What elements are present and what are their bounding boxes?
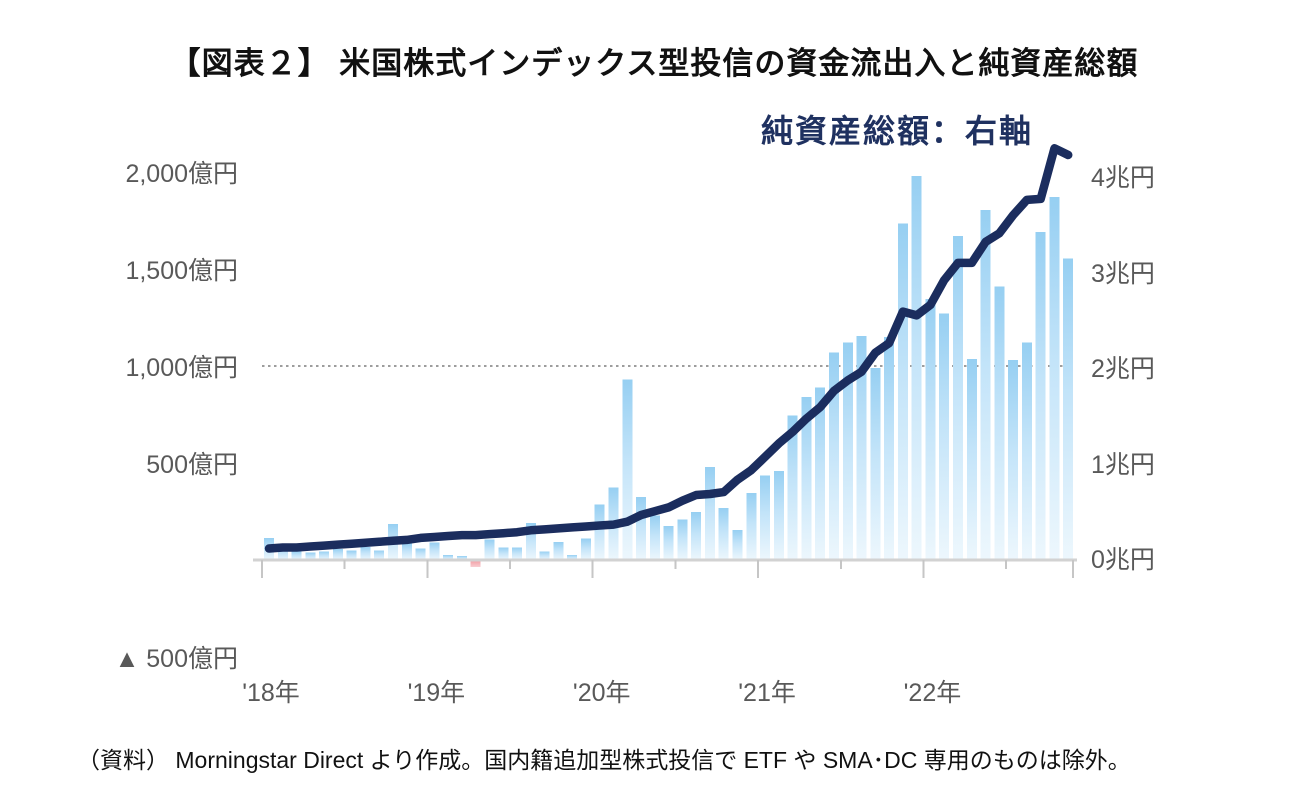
flow-bar <box>773 470 784 560</box>
flow-bar <box>429 542 440 560</box>
flow-bar <box>649 515 660 560</box>
flow-bar <box>305 552 316 560</box>
flow-bar <box>319 551 330 560</box>
flow-bars-series <box>264 175 1074 567</box>
flow-bar <box>553 542 564 560</box>
source-note: （資料） Morningstar Direct より作成。国内籍追加型株式投信で… <box>77 747 1131 773</box>
flow-bar <box>677 519 688 560</box>
chart-title: 【図表２】 米国株式インデックス型投信の資金流出入と純資産総額 <box>169 46 1139 81</box>
y-left-tick-label: 500億円 <box>146 451 238 479</box>
flow-bar <box>897 223 908 560</box>
flow-bar <box>1049 197 1060 560</box>
flow-bar <box>911 175 922 560</box>
flow-bar <box>939 313 950 560</box>
x-year-label: '20年 <box>572 679 631 707</box>
y-right-tick-label: 1兆円 <box>1091 450 1155 479</box>
flow-bar <box>291 551 302 560</box>
flow-bar <box>842 342 853 560</box>
flow-bar <box>856 335 867 560</box>
flow-bar <box>1021 342 1032 560</box>
flow-bar <box>801 397 812 560</box>
flow-bar <box>594 504 605 560</box>
flow-bar <box>815 387 826 560</box>
flow-bar <box>746 493 757 560</box>
flow-bar <box>525 523 536 560</box>
flow-bar <box>539 551 550 560</box>
x-year-label: '18年 <box>242 679 300 707</box>
flow-bar <box>332 548 343 560</box>
flow-bar <box>374 550 385 560</box>
flow-bar <box>443 555 454 560</box>
flow-bar <box>787 415 798 560</box>
flow-bar <box>456 556 467 560</box>
flow-bar <box>925 299 936 560</box>
flow-bar <box>360 546 371 560</box>
flow-bar <box>884 336 895 560</box>
flow-bar <box>622 379 633 560</box>
x-year-label: '19年 <box>407 679 466 707</box>
flow-bar <box>828 352 839 560</box>
flow-bar <box>691 512 702 560</box>
left-axis-labels: 2,000億円 1,500億円 1,000億円 500億円 ▲ 500億円 <box>0 0 238 811</box>
flow-bar <box>401 543 412 560</box>
x-year-label: '21年 <box>738 679 796 707</box>
flow-bar <box>580 538 591 560</box>
flow-bar <box>980 209 991 560</box>
flow-bar <box>718 508 729 560</box>
y-left-tick-label: 2,000億円 <box>125 160 238 188</box>
flow-bar <box>277 547 288 560</box>
flow-bar <box>346 550 357 560</box>
x-axis-baseline-and-ticks <box>253 558 1077 578</box>
flow-bar <box>484 539 495 560</box>
flow-bar <box>870 367 881 560</box>
flow-bar <box>966 359 977 560</box>
y-left-tick-label: 1,000億円 <box>125 354 238 382</box>
flow-bar <box>567 554 578 560</box>
flow-bar <box>732 529 743 560</box>
flow-bar <box>512 547 523 560</box>
y-right-tick-label: 2兆円 <box>1091 355 1155 383</box>
flow-bar <box>760 475 771 560</box>
flow-bar <box>415 548 426 560</box>
net-assets-legend-annotation: 純資産総額：右軸 <box>761 113 1034 149</box>
net-assets-line-series <box>264 144 1073 553</box>
flow-bar <box>1035 232 1046 560</box>
flow-bar <box>1063 258 1074 560</box>
y-left-tick-label: 1,500億円 <box>125 257 238 285</box>
net-assets-line <box>264 144 1073 553</box>
y-right-tick-label: 0兆円 <box>1091 546 1155 574</box>
flow-bar <box>953 236 963 560</box>
x-year-label: '22年 <box>903 679 962 707</box>
flow-bar <box>636 496 647 560</box>
y-right-tick-label: 4兆円 <box>1091 164 1155 192</box>
y-right-tick-label: 3兆円 <box>1091 259 1155 288</box>
y-left-tick-label: ▲ 500億円 <box>114 645 238 673</box>
flow-bar <box>704 466 715 560</box>
flow-bar <box>498 547 509 560</box>
flow-bar <box>1008 360 1019 560</box>
flow-bar-negative <box>470 560 481 567</box>
flow-bar <box>663 526 674 560</box>
flow-bar <box>994 286 1005 560</box>
right-axis-labels: 4兆円 3兆円 2兆円 1兆円 0兆円 <box>1091 0 1291 811</box>
